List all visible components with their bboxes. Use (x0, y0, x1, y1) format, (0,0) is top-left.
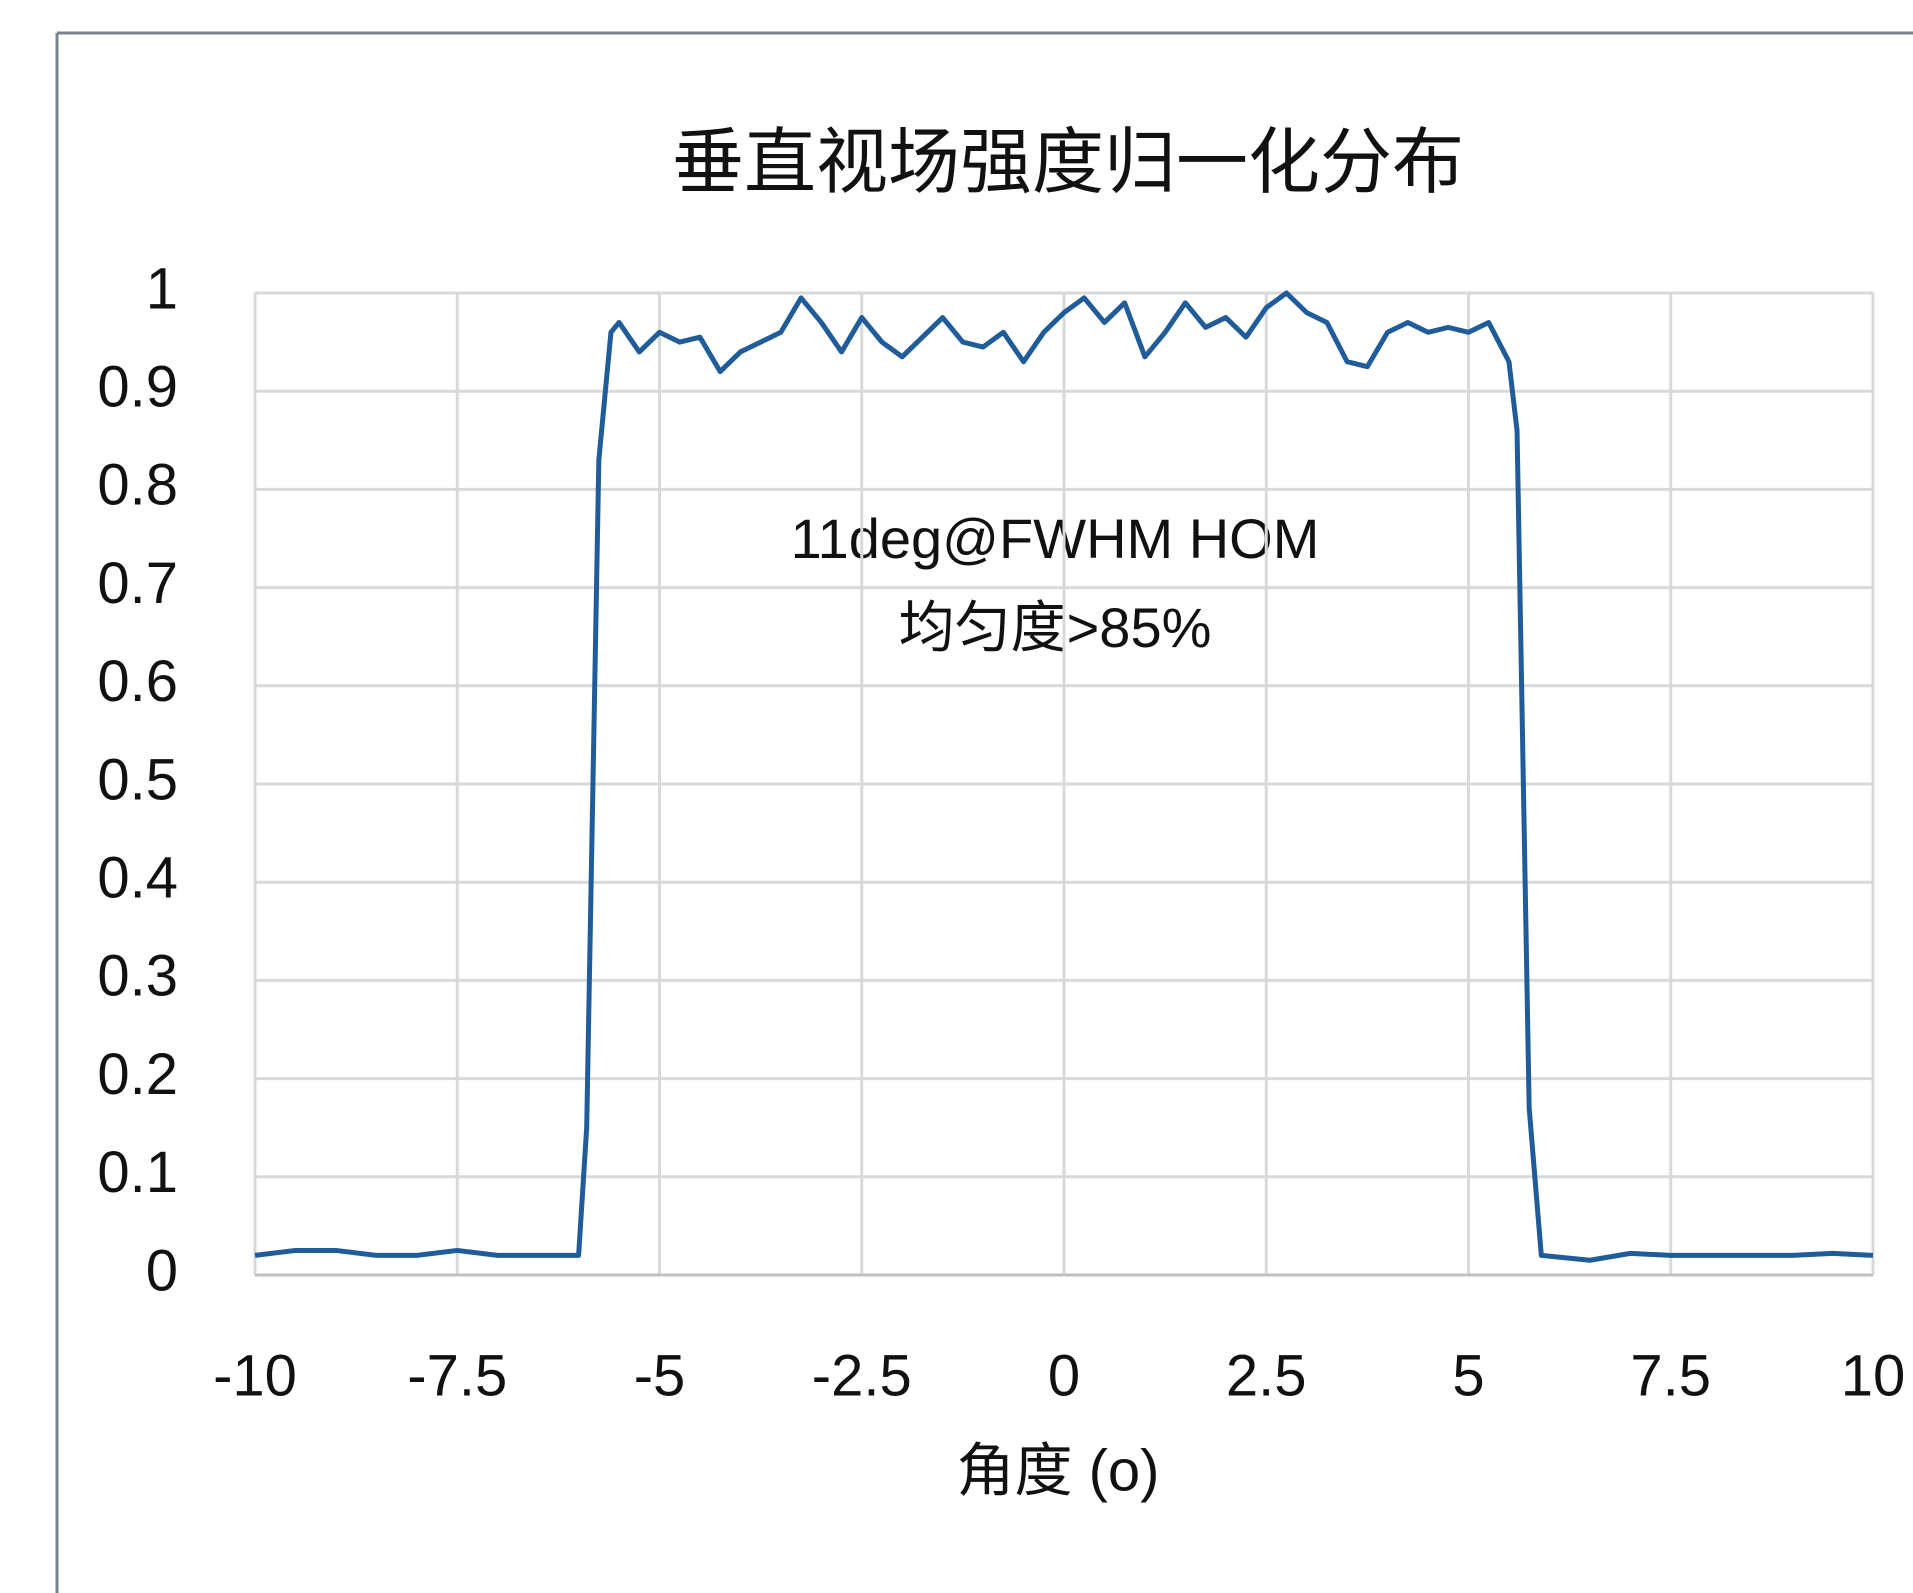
y-tick-label: 0.6 (97, 649, 178, 714)
chart-title: 垂直视场强度归一化分布 (672, 123, 1464, 203)
y-tick-label: 0.1 (97, 1140, 178, 1205)
x-tick-label: -7.5 (407, 1343, 507, 1408)
y-tick-label: 0.7 (97, 551, 178, 616)
x-tick-label: 10 (1841, 1343, 1906, 1408)
data-line (254, 290, 1874, 1263)
x-tick-label: 7.5 (1630, 1343, 1711, 1408)
x-tick-label: 2.5 (1226, 1343, 1307, 1408)
y-tick-label: 0.8 (97, 453, 178, 518)
x-axis-label: 角度 (o) (956, 1438, 1159, 1503)
y-tick-label: 0.9 (97, 355, 178, 420)
x-tick-label: 5 (1452, 1343, 1484, 1408)
x-tick-label: -2.5 (812, 1343, 912, 1408)
y-tick-label: 0 (146, 1238, 178, 1303)
x-tick-label: -5 (634, 1343, 686, 1408)
y-tick-label: 0.5 (97, 747, 178, 812)
y-tick-label: 1 (146, 256, 178, 321)
x-tick-label: -10 (213, 1343, 297, 1408)
annotation: 11deg@FWHM HOM (791, 507, 1320, 570)
annotation: 均匀度>85% (899, 596, 1212, 659)
y-tick-label: 0.2 (97, 1042, 178, 1107)
x-tick-label: 0 (1048, 1343, 1080, 1408)
y-tick-label: 0.3 (97, 944, 178, 1009)
y-tick-label: 0.4 (97, 846, 178, 911)
